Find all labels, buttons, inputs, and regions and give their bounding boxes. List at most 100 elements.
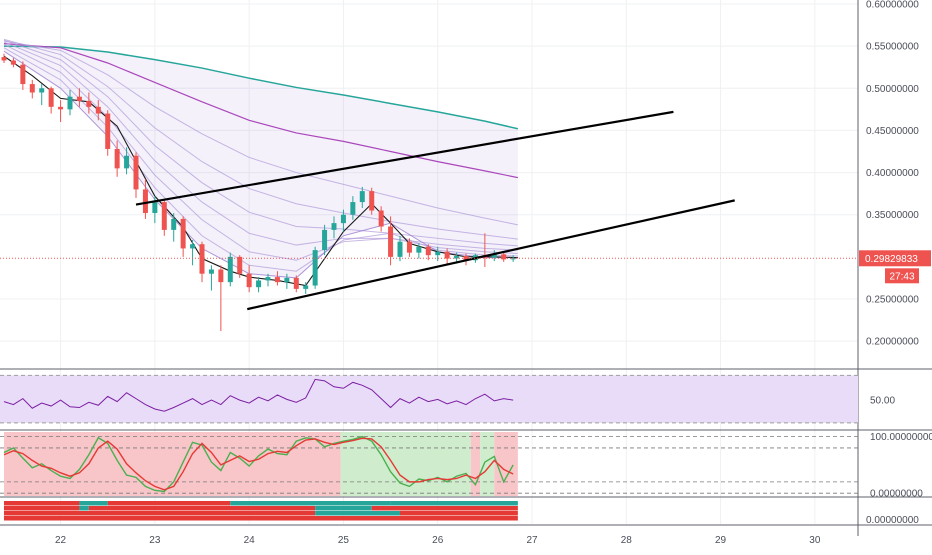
candle-body — [416, 246, 422, 253]
ema-ribbon-line-5 — [3, 39, 518, 247]
stoch-k-line — [3, 435, 514, 493]
candle-body — [20, 64, 26, 85]
trendline-1 — [135, 110, 674, 206]
candle-body — [340, 214, 346, 224]
heatmap-segment — [4, 511, 316, 516]
ema-ribbon-line-1 — [3, 45, 519, 130]
candle-body — [76, 96, 82, 101]
price-axis-tick: 0.55000000 — [866, 42, 919, 53]
heatmap-segment — [4, 506, 80, 511]
candle-body — [444, 251, 450, 259]
candle-body — [142, 189, 148, 214]
stoch-zone — [4, 432, 341, 496]
heatmap-segment — [79, 506, 89, 511]
last-price-label: 0.29829833 — [865, 254, 918, 265]
price-axis-tick: 0.50000000 — [866, 84, 919, 95]
ema-ribbon-line-2 — [3, 43, 518, 179]
candle-body — [29, 84, 35, 93]
candle-body — [312, 250, 318, 286]
price-axis-tick: 0.40000000 — [866, 168, 919, 179]
rsi-band — [0, 375, 858, 423]
candle-body — [425, 246, 431, 256]
candle-body — [369, 191, 375, 211]
candle-body — [180, 218, 186, 249]
heatmap-segment — [315, 511, 400, 516]
candle-body — [86, 100, 92, 107]
heatmap-segment — [315, 506, 372, 511]
time-axis-tick: 23 — [149, 535, 161, 546]
rsi-axis-tick: 50.00 — [870, 396, 895, 407]
candle-body — [67, 96, 73, 110]
price-axis-tick: 0.60000000 — [866, 0, 919, 11]
candle-body — [114, 148, 120, 169]
candle-body — [246, 273, 252, 288]
heatmap-segment — [4, 501, 80, 506]
heatmap-segment — [79, 501, 108, 506]
last-price-badge — [859, 250, 931, 267]
candle-body — [406, 241, 412, 253]
heatmap-segment — [371, 506, 518, 511]
candle-body — [454, 256, 460, 259]
candle-body — [510, 258, 516, 260]
ema-ribbon-line-6 — [3, 41, 518, 251]
candle-body — [199, 244, 205, 274]
stoch-axis-tick: 0.00000000 — [870, 489, 923, 500]
heatmap-segment — [230, 501, 391, 506]
candle-body — [133, 155, 139, 190]
stoch-zone — [470, 432, 481, 496]
price-axis-tick: 0.20000000 — [866, 337, 919, 348]
stoch-zone — [340, 432, 471, 496]
stoch-d-line — [3, 437, 514, 491]
heatmap-segment — [107, 501, 231, 506]
candle-body — [105, 113, 111, 149]
candle-body — [227, 256, 233, 283]
time-axis-tick: 27 — [526, 535, 538, 546]
candle-body — [397, 241, 403, 257]
time-axis-tick: 28 — [621, 535, 633, 546]
heatmap-segment — [400, 511, 518, 516]
candle-body — [378, 210, 384, 227]
candle-body — [265, 277, 271, 281]
time-axis-tick: 30 — [809, 535, 821, 546]
price-axis-tick: 0.35000000 — [866, 210, 919, 221]
candle-body — [190, 244, 196, 249]
price-axis-tick: 0.45000000 — [866, 126, 919, 137]
ema-ribbon-line-4 — [3, 38, 518, 240]
candle-body — [350, 202, 356, 215]
ema-ribbon-line-8 — [3, 47, 518, 272]
candle-body — [171, 218, 177, 230]
candle-body — [152, 202, 158, 214]
candle-body — [359, 191, 365, 203]
candle-body — [388, 226, 394, 257]
candle-body — [124, 155, 130, 169]
time-axis-tick: 25 — [338, 535, 350, 546]
candle-body — [237, 256, 243, 274]
countdown-badge — [885, 268, 919, 284]
heatmap-segment — [88, 506, 316, 511]
trendline-2 — [247, 199, 735, 311]
candle-body — [218, 269, 224, 283]
countdown-label: 27:43 — [889, 271, 914, 282]
candle-body — [58, 106, 64, 110]
candle-body — [293, 277, 299, 289]
candle-body — [322, 229, 328, 251]
candle-body — [331, 223, 337, 230]
candle-body — [303, 285, 309, 289]
rsi-line — [3, 378, 514, 412]
ribbon-fill — [4, 46, 518, 278]
candle-body — [491, 254, 497, 258]
candle-body — [10, 60, 16, 65]
candle-body — [208, 269, 214, 274]
candle-body — [48, 88, 54, 107]
candle-body — [95, 106, 101, 114]
candle-body — [161, 202, 167, 230]
time-axis-tick: 29 — [715, 535, 727, 546]
heatmap-segment — [4, 516, 518, 521]
candle-body — [1, 57, 7, 61]
candle-body — [435, 251, 441, 256]
candle-body — [501, 254, 507, 260]
candle-body — [274, 277, 280, 283]
candle-body — [284, 277, 290, 283]
